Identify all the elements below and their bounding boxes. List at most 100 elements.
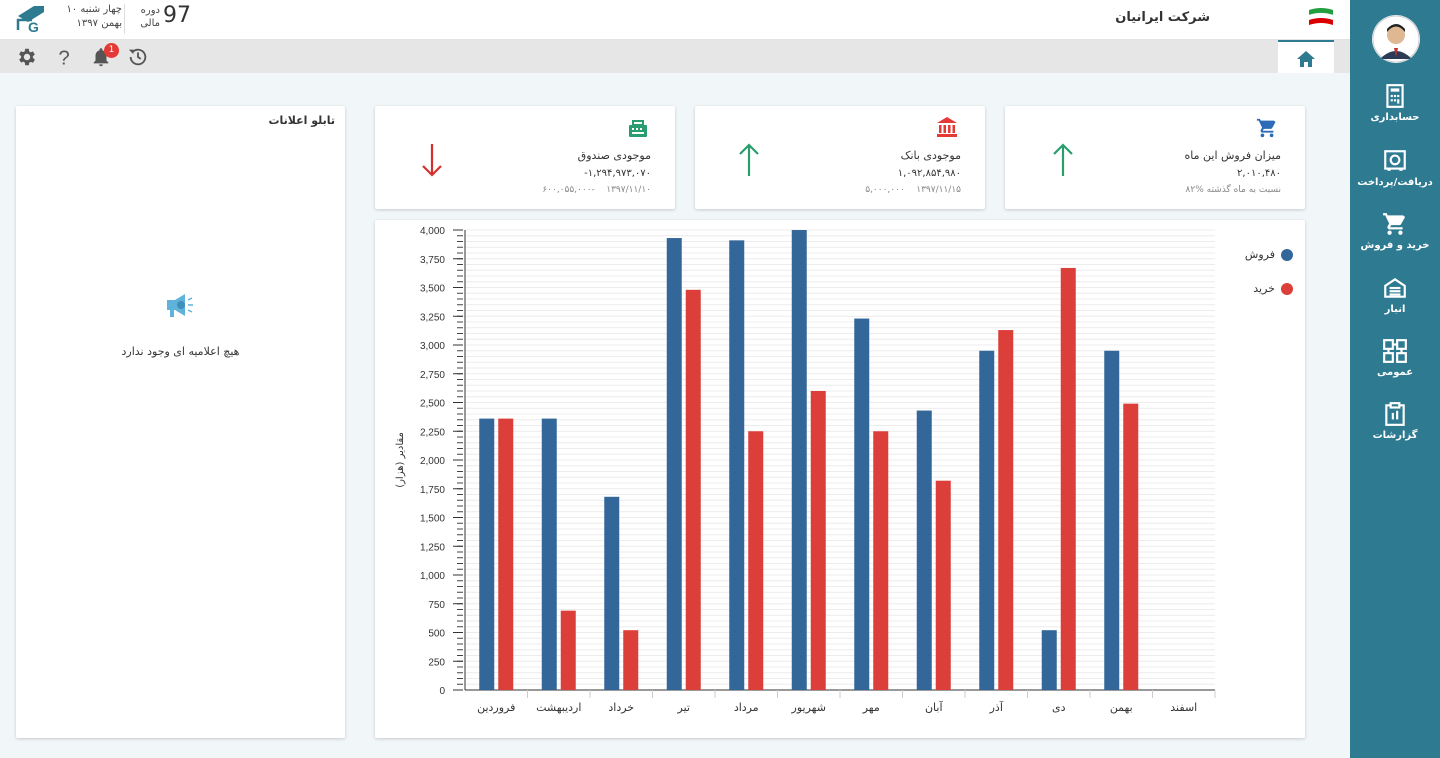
sidebar-item-label: دریافت/پرداخت	[1357, 177, 1433, 188]
legend-item-purchase[interactable]: خرید	[1235, 282, 1293, 295]
card-value: ۱,۰۹۲,۸۵۴,۹۸۰	[897, 168, 961, 179]
bar-sales	[791, 230, 807, 690]
clipboard-icon	[1385, 402, 1405, 426]
sidebar-item-label: حسابداری	[1370, 112, 1420, 123]
toolbar	[0, 40, 1350, 73]
main-sidebar: حسابداری دریافت/پرداخت خرید و فروش انبار	[1350, 0, 1440, 758]
sidebar-item-label: گزارشات	[1372, 430, 1418, 441]
sidebar-item-receive-pay[interactable]: دریافت/پرداخت	[1350, 148, 1440, 204]
bar-purchase	[623, 630, 639, 690]
trend-up-icon	[1053, 143, 1073, 176]
x-tick-label: اسفند	[1170, 701, 1197, 714]
y-tick-label: 4,000	[420, 226, 445, 237]
divider	[124, 4, 125, 34]
trend-up-icon	[739, 143, 759, 176]
x-tick-label: مهر	[862, 701, 880, 714]
sidebar-item-label: خرید و فروش	[1360, 240, 1430, 251]
y-tick-label: 3,750	[420, 255, 445, 266]
y-tick-label: 2,250	[420, 427, 445, 438]
sidebar-item-reports[interactable]: گزارشات	[1350, 401, 1440, 457]
bar-sales	[979, 350, 995, 690]
cash-register-icon	[629, 120, 647, 137]
user-avatar[interactable]	[1372, 15, 1420, 63]
y-tick-label: 3,250	[420, 312, 445, 323]
history-icon[interactable]	[127, 46, 149, 68]
bar-sales	[916, 410, 932, 690]
legend-item-sales[interactable]: فروش	[1235, 248, 1293, 261]
bar-sales	[729, 240, 745, 690]
svg-text:G: G	[28, 19, 39, 34]
x-tick-label: مرداد	[734, 701, 759, 714]
legend-swatch	[1281, 283, 1293, 295]
sales-purchase-chart-panel: 0 250 500 750 1,000 1,250 1,500 1,750 2,000 2,250…	[375, 220, 1305, 738]
bar-purchase	[748, 431, 764, 690]
x-tick-label: آذر	[989, 700, 1004, 714]
x-tick-label: اردیبهشت	[536, 701, 581, 714]
x-tick-label: تیر	[677, 701, 690, 714]
announcements-panel: تابلو اعلانات هیچ اعلامیه ای وجود ندارد	[16, 106, 345, 738]
home-icon	[1297, 51, 1315, 67]
current-date: چهار شنبه ۱۰ بهمن ۱۳۹۷	[66, 4, 122, 29]
cart-icon	[1383, 213, 1406, 235]
bar-sales	[541, 418, 557, 690]
bar-purchase	[998, 330, 1014, 690]
y-axis-label: مقادیر (هزار)	[395, 432, 406, 488]
legend-swatch	[1281, 249, 1293, 261]
card-bank-balance[interactable]: موجودی بانک ۱,۰۹۲,۸۵۴,۹۸۰ ۵,۰۰۰,۰۰۰ ۱۳۹۷…	[695, 106, 985, 209]
company-name[interactable]: شرکت ایرانیان	[1115, 10, 1210, 25]
warehouse-icon	[1384, 278, 1406, 298]
bar-purchase	[498, 418, 514, 690]
sidebar-item-accounting[interactable]: حسابداری	[1350, 83, 1440, 139]
fiscal-period-value[interactable]: 97	[163, 3, 191, 28]
trend-down-icon	[422, 144, 442, 177]
bar-sales	[479, 418, 495, 690]
card-value: ۲,۰۱۰,۴۸۰	[1237, 168, 1281, 179]
announcements-title: تابلو اعلانات	[268, 114, 335, 127]
sidebar-item-general[interactable]: عمومی	[1350, 338, 1440, 394]
y-tick-label: 1,750	[420, 485, 445, 496]
sidebar-item-buy-sell[interactable]: خرید و فروش	[1350, 211, 1440, 267]
x-tick-label: شهریور	[791, 701, 826, 714]
card-value: -۱,۲۹۴,۹۷۳,۰۷۰	[584, 168, 651, 179]
cart-icon	[1256, 118, 1276, 138]
bar-purchase	[560, 610, 576, 690]
top-bar: G چهار شنبه ۱۰ بهمن ۱۳۹۷ دوره مالی 97 شر…	[0, 0, 1350, 40]
y-tick-label: 0	[439, 686, 445, 697]
y-tick-label: 2,000	[420, 456, 445, 467]
bank-icon	[937, 117, 957, 137]
card-cash-balance[interactable]: موجودی صندوق -۱,۲۹۴,۹۷۳,۰۷۰ ۶۰۰,۰۵۵,۰۰۰-…	[375, 106, 675, 209]
bar-sales	[666, 238, 682, 691]
y-tick-label: 750	[428, 600, 445, 611]
card-monthly-sales[interactable]: میزان فروش این ماه ۲,۰۱۰,۴۸۰ ۸۲% نسبت به…	[1005, 106, 1305, 209]
card-title: موجودی صندوق	[577, 149, 651, 162]
bar-sales	[854, 318, 870, 690]
x-tick-label: دی	[1052, 701, 1066, 714]
sales-purchase-chart: 0 250 500 750 1,000 1,250 1,500 1,750 2,000 2,250…	[395, 226, 1216, 714]
card-sub: ۵,۰۰۰,۰۰۰ ۱۳۹۷/۱۱/۱۵	[865, 185, 961, 195]
x-tick-label: خرداد	[608, 701, 634, 714]
help-icon[interactable]: ?	[53, 46, 75, 68]
y-tick-label: 1,500	[420, 514, 445, 525]
y-tick-label: 2,750	[420, 370, 445, 381]
bar-purchase	[1060, 267, 1076, 690]
card-title: موجودی بانک	[900, 149, 961, 162]
bar-purchase	[935, 480, 951, 690]
bar-sales	[604, 496, 620, 690]
bar-sales	[1041, 630, 1057, 690]
safe-icon	[1384, 150, 1406, 171]
grid-icon	[1383, 339, 1407, 363]
x-tick-label: آبان	[925, 700, 943, 714]
y-tick-label: 3,000	[420, 341, 445, 352]
settings-icon[interactable]	[16, 46, 38, 68]
card-sub: ۸۲% نسبت به ماه گذشته	[1185, 185, 1281, 195]
card-title: میزان فروش این ماه	[1184, 149, 1281, 162]
tab-home[interactable]	[1278, 40, 1334, 73]
svg-text:?: ?	[59, 47, 70, 68]
sidebar-item-warehouse[interactable]: انبار	[1350, 275, 1440, 331]
bar-purchase	[685, 289, 701, 690]
bar-purchase	[873, 431, 889, 690]
x-tick-label: بهمن	[1110, 701, 1133, 714]
app-logo: G	[16, 6, 44, 34]
x-tick-label: فروردین	[477, 701, 515, 714]
iran-flag-icon	[1308, 8, 1334, 25]
